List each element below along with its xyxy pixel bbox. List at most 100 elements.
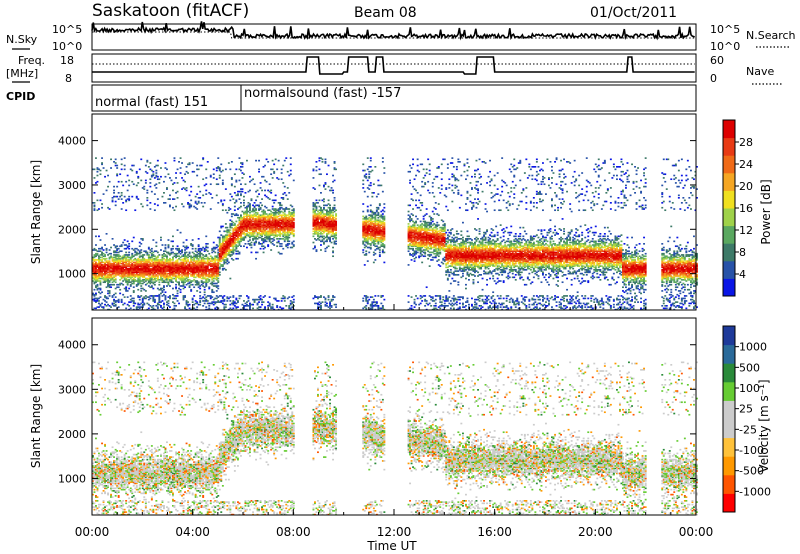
heatmap-cell [323, 213, 325, 215]
heatmap-cell [270, 216, 273, 219]
heatmap-cell [182, 264, 185, 266]
heatmap-cell [172, 198, 174, 200]
heatmap-cell [226, 234, 229, 236]
heatmap-cell [335, 220, 338, 223]
heatmap-cell [258, 159, 261, 162]
heatmap-cell [330, 219, 333, 222]
heatmap-cell [209, 276, 212, 279]
heatmap-cell [214, 255, 217, 258]
heatmap-cell [113, 259, 116, 261]
heatmap-cell [114, 269, 117, 271]
heatmap-cell [289, 219, 292, 222]
heatmap-cell [117, 254, 120, 256]
heatmap-cell [205, 183, 208, 186]
heatmap-cell [128, 184, 131, 187]
heatmap-cell [215, 167, 218, 169]
heatmap-cell [256, 211, 259, 214]
heatmap-cell [372, 213, 375, 215]
heatmap-cell [197, 270, 200, 272]
heatmap-cell [193, 265, 196, 267]
heatmap-cell [214, 257, 217, 260]
heatmap-cell [137, 302, 140, 305]
heatmap-cell [110, 283, 113, 286]
heatmap-cell [235, 220, 238, 223]
heatmap-cell [163, 269, 165, 271]
heatmap-cell [320, 228, 322, 230]
heatmap-cell [93, 274, 96, 276]
heatmap-cell [378, 234, 381, 236]
heatmap-cell [256, 251, 259, 254]
heatmap-cell [320, 209, 322, 212]
heatmap-cell [252, 230, 255, 233]
heatmap-cell [288, 305, 291, 307]
heatmap-cell [327, 233, 330, 235]
heatmap-cell [312, 204, 315, 207]
heatmap-cell [226, 243, 229, 245]
heatmap-cell [264, 230, 267, 233]
heatmap-cell [374, 228, 377, 230]
heatmap-cell [114, 305, 117, 307]
heatmap-cell [238, 157, 241, 159]
heatmap-cell [235, 228, 238, 230]
heatmap-cell [267, 161, 270, 163]
heatmap-cell [332, 174, 335, 177]
heatmap-cell [197, 272, 200, 275]
heatmap-cell [262, 213, 265, 215]
heatmap-cell [99, 283, 102, 286]
heatmap-cell [220, 199, 223, 202]
heatmap-cell [409, 215, 412, 218]
heatmap-cell [330, 209, 333, 212]
heatmap-cell [249, 235, 251, 238]
heatmap-cell [249, 215, 251, 218]
heatmap-cell [214, 259, 217, 261]
heatmap-cell [407, 225, 410, 228]
heatmap-cell [371, 231, 374, 234]
heatmap-cell [241, 303, 244, 306]
heatmap-cell [172, 189, 174, 192]
heatmap-cell [262, 228, 265, 230]
heatmap-cell [268, 305, 271, 307]
heatmap-cell [221, 296, 224, 298]
heatmap-cell [270, 192, 273, 194]
heatmap-cell [211, 275, 214, 277]
heatmap-cell [227, 244, 230, 246]
heatmap-cell [380, 235, 383, 238]
heatmap-cell [101, 276, 104, 279]
heatmap-cell [156, 261, 159, 264]
heatmap-cell [110, 274, 113, 276]
heatmap-cell [202, 254, 205, 256]
heatmap-cell [194, 264, 197, 266]
heatmap-cell [172, 293, 174, 296]
heatmap-cell [178, 270, 181, 272]
heatmap-cell [209, 264, 212, 266]
heatmap-cell [123, 195, 126, 198]
heatmap-cell [317, 210, 319, 213]
heatmap-cell [377, 219, 380, 222]
heatmap-cell [288, 236, 291, 239]
heatmap-cell [149, 280, 152, 282]
heatmap-cell [114, 277, 117, 280]
heatmap-cell [378, 238, 381, 240]
heatmap-cell [374, 213, 377, 215]
heatmap-cell [164, 175, 167, 178]
heatmap-cell [202, 296, 205, 298]
heatmap-cell [132, 297, 135, 300]
heatmap-cell [95, 274, 97, 276]
heatmap-cell [153, 295, 156, 297]
heatmap-cell [98, 259, 100, 261]
heatmap-cell [249, 214, 251, 217]
heatmap-cell [182, 280, 185, 282]
heatmap-cell [196, 283, 199, 286]
heatmap-cell [182, 265, 185, 267]
heatmap-cell [120, 194, 123, 197]
heatmap-cell [362, 224, 365, 226]
heatmap-cell [153, 267, 156, 270]
heatmap-cell [280, 221, 283, 224]
heatmap-cell [128, 245, 131, 248]
heatmap-cell [202, 285, 205, 287]
heatmap-cell [366, 234, 369, 236]
heatmap-cell [320, 215, 322, 218]
heatmap-cell [188, 205, 191, 208]
heatmap-cell [135, 272, 138, 275]
heatmap-cell [163, 252, 165, 255]
